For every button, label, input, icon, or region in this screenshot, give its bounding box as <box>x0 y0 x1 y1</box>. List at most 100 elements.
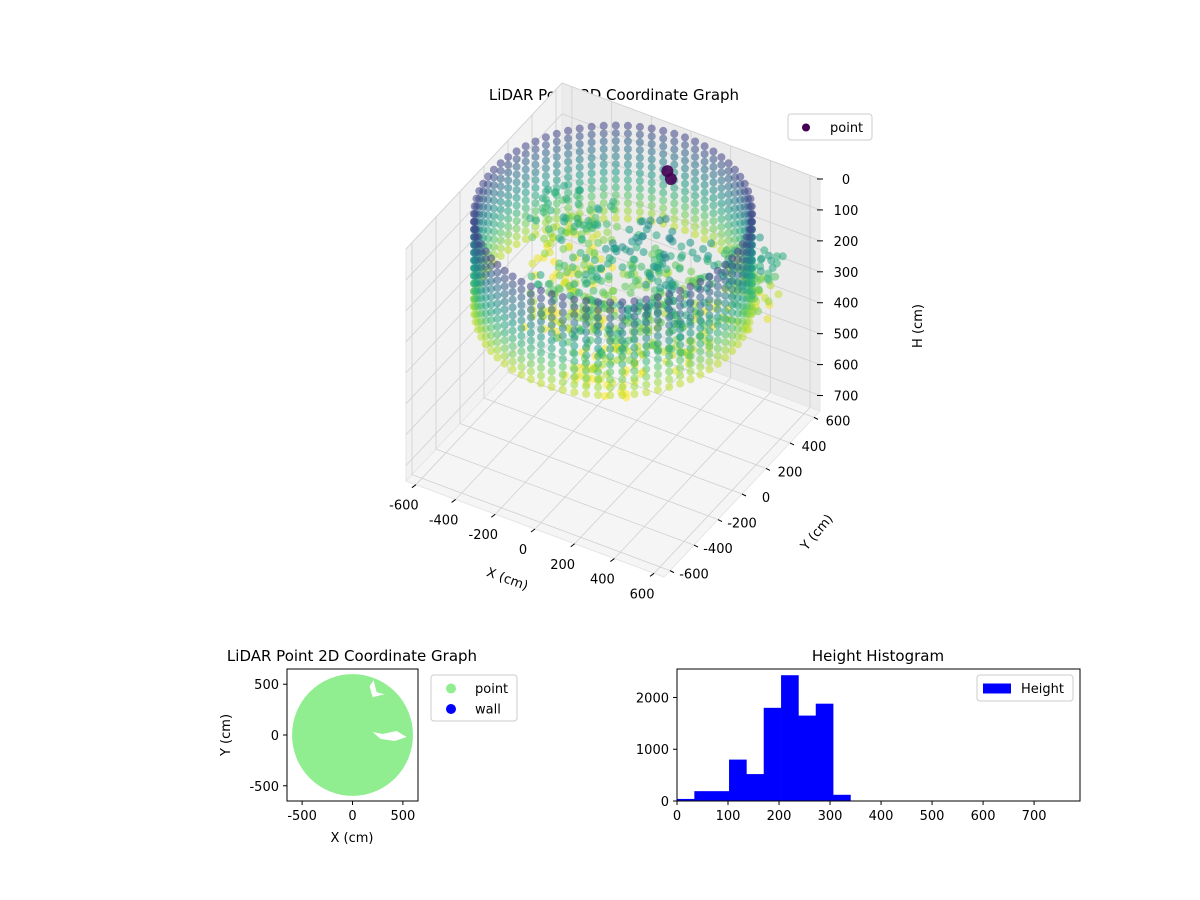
z-tick-label: 500 <box>834 328 859 343</box>
point-marker <box>686 344 695 353</box>
point-marker <box>686 336 695 345</box>
point-marker <box>661 253 670 262</box>
point-marker <box>487 269 496 278</box>
point-marker <box>504 153 513 162</box>
point-marker <box>618 367 627 376</box>
point-marker <box>533 254 542 263</box>
point-marker <box>676 348 685 357</box>
point-marker <box>560 261 569 270</box>
point-marker <box>653 362 662 371</box>
point-marker <box>606 391 615 400</box>
point-marker <box>713 290 722 299</box>
point-marker <box>552 160 561 169</box>
point-marker <box>587 122 596 131</box>
point-marker <box>500 351 509 360</box>
point-marker <box>670 137 679 146</box>
z-tick-label: 700 <box>834 390 859 405</box>
point-marker <box>705 303 714 312</box>
point-marker <box>623 137 632 146</box>
point-marker <box>570 303 579 312</box>
point-marker <box>709 162 718 171</box>
point-marker <box>575 140 584 148</box>
point-marker <box>606 321 615 330</box>
point-marker <box>623 183 632 192</box>
y-tick <box>765 468 771 471</box>
point-marker <box>763 274 772 283</box>
point-marker <box>473 232 482 241</box>
point-marker <box>547 352 556 361</box>
point-marker <box>665 313 674 322</box>
legend-marker-point <box>802 123 810 132</box>
point-marker <box>700 157 709 166</box>
point-marker <box>564 165 573 174</box>
point-marker <box>504 207 513 216</box>
point-marker <box>493 307 502 316</box>
point-marker <box>582 328 591 337</box>
point-marker <box>517 301 526 309</box>
point-marker <box>587 161 596 170</box>
point-marker <box>647 186 656 195</box>
point-marker <box>531 222 540 231</box>
point-marker <box>606 344 615 353</box>
point-marker <box>670 160 679 169</box>
point-marker <box>587 184 596 193</box>
point-marker <box>709 186 718 195</box>
point-marker <box>526 367 535 376</box>
point-marker <box>746 194 755 203</box>
point-marker <box>552 129 561 138</box>
point-marker <box>618 329 627 338</box>
point-marker <box>504 184 513 192</box>
point-marker <box>606 306 615 315</box>
point-marker <box>512 170 521 179</box>
point-marker <box>681 195 689 204</box>
point-marker <box>557 236 566 244</box>
point-marker <box>547 321 556 330</box>
point-marker <box>709 232 718 241</box>
point-marker <box>590 248 599 257</box>
point-marker <box>532 216 541 225</box>
point-marker <box>728 262 737 270</box>
point-marker <box>537 333 545 341</box>
point-marker <box>552 176 561 185</box>
point-marker <box>487 316 496 325</box>
point-marker <box>564 157 573 166</box>
point-marker <box>504 160 513 169</box>
point-marker <box>681 141 689 150</box>
point-marker <box>717 168 726 177</box>
point-marker <box>686 359 695 368</box>
point-marker <box>487 300 496 309</box>
point-marker <box>496 190 505 199</box>
point-marker <box>642 372 651 381</box>
point-marker <box>705 288 714 297</box>
point-marker <box>599 191 608 200</box>
point-marker <box>670 183 679 192</box>
point-marker <box>544 280 553 289</box>
point-marker <box>580 260 588 269</box>
point-marker <box>700 142 709 151</box>
point-marker <box>547 313 556 322</box>
point-marker <box>721 284 730 292</box>
point-marker <box>604 259 612 268</box>
point-marker <box>594 329 603 338</box>
point-marker <box>713 328 722 337</box>
point-marker <box>487 292 496 301</box>
point-marker <box>526 375 535 384</box>
point-marker <box>696 301 705 309</box>
point-marker <box>537 379 545 388</box>
point-marker <box>635 192 644 201</box>
point-marker <box>570 341 579 350</box>
point-marker <box>676 364 685 372</box>
point-marker <box>653 331 662 340</box>
point-marker <box>528 233 537 242</box>
point-marker <box>508 288 517 296</box>
point-marker <box>747 202 756 211</box>
point-marker <box>611 129 620 138</box>
point-marker <box>558 378 567 387</box>
point-marker <box>540 249 549 258</box>
point-marker <box>681 133 689 142</box>
point-marker <box>584 217 593 225</box>
point-marker <box>521 142 530 151</box>
point-marker <box>477 240 486 249</box>
point-marker <box>564 173 573 182</box>
point-marker <box>647 140 656 148</box>
